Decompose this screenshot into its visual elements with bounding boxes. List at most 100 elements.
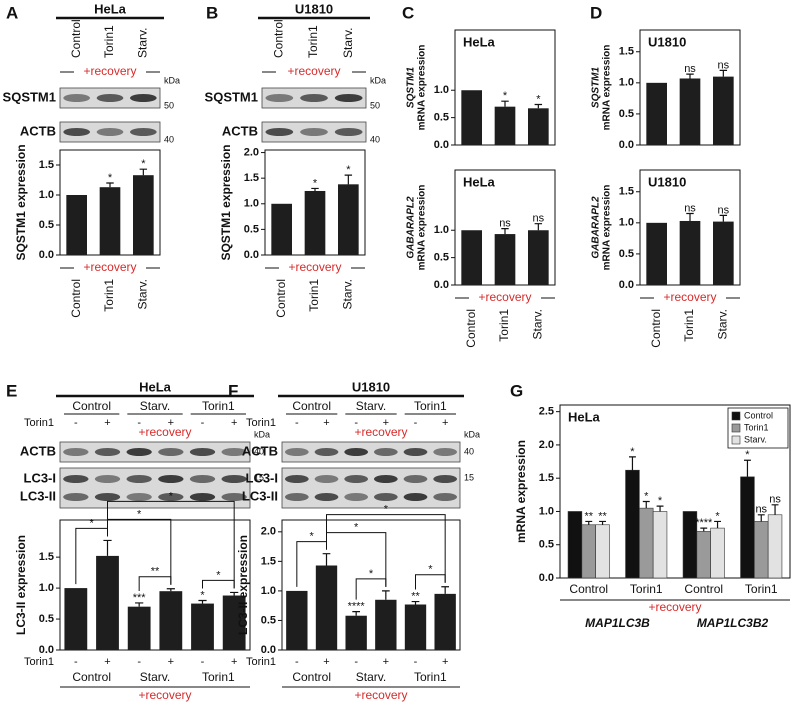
bar: [646, 222, 667, 285]
y-axis-label: LC3-II expression: [14, 535, 28, 635]
bar: [652, 511, 668, 579]
group-label: Torin1: [202, 670, 235, 684]
chart-title: HeLa: [568, 409, 601, 424]
significance: ****: [348, 600, 366, 612]
group-label: Torin1: [414, 399, 447, 413]
error-bar: [139, 168, 148, 176]
significance: ns: [684, 202, 696, 214]
panel-letter: B: [206, 3, 218, 22]
bar: [494, 234, 516, 285]
y-tick-label: 1.5: [39, 551, 54, 563]
blot-band: [158, 493, 184, 501]
x-tick-label: -: [354, 656, 358, 668]
blot-band: [189, 448, 216, 456]
band-label: LC3-I: [246, 470, 279, 485]
bar: [315, 565, 338, 650]
blot-band: [96, 128, 124, 136]
y-tick-label: 2.5: [539, 406, 554, 418]
band-label: ACTB: [20, 123, 56, 138]
bar: [740, 476, 755, 579]
band-label: SQSTM1: [3, 89, 56, 104]
group-label: MAP1LC3B2: [697, 616, 769, 630]
treatment-label: Torin1: [246, 656, 276, 668]
blot-band: [314, 493, 339, 501]
band-label: ACTB: [222, 123, 258, 138]
band-label: LC3-I: [24, 470, 57, 485]
error-bar: [599, 520, 606, 525]
blot-band: [373, 475, 398, 483]
recovery-label: +recovery: [138, 688, 191, 702]
sign-label: -: [137, 417, 141, 429]
blot-title: HeLa: [139, 379, 172, 394]
error-bar: [686, 73, 694, 79]
error-bar: [381, 590, 390, 600]
group-label: Control: [292, 399, 331, 413]
significance: ***: [133, 592, 147, 604]
y-tick-label: 1.0: [434, 224, 449, 236]
error-bar: [135, 602, 144, 607]
significance: **: [411, 590, 420, 602]
sign-label: -: [74, 417, 78, 429]
bar: [710, 527, 725, 579]
error-bar: [352, 610, 361, 616]
error-bar: [719, 214, 728, 222]
error-bar: [501, 227, 509, 235]
chart-title: HeLa: [463, 34, 496, 49]
recovery-label: +recovery: [138, 425, 191, 439]
error-bar: [166, 588, 175, 592]
comparison-label: *: [354, 522, 359, 534]
error-bar: [642, 500, 650, 509]
error-bar: [230, 591, 239, 596]
significance: ns: [755, 504, 767, 516]
x-tick-label: Torin1: [497, 309, 511, 342]
blot-band: [284, 448, 309, 456]
treatment-label: Torin1: [24, 417, 54, 429]
y-tick-label: 0.0: [39, 644, 54, 656]
x-tick-label: Starv.: [716, 309, 730, 339]
group-label: Starv.: [356, 670, 386, 684]
bar: [713, 221, 734, 285]
bar: [191, 603, 214, 650]
band-label: ACTB: [20, 443, 56, 458]
blot-strip: [59, 467, 251, 509]
bar: [99, 187, 121, 255]
x-tick-label: +: [104, 656, 110, 668]
x-tick-label: Torin1: [682, 309, 696, 342]
y-tick-label: 0.0: [619, 279, 634, 291]
x-tick-label: +: [383, 656, 389, 668]
y-tick-label: 0.5: [619, 248, 634, 260]
bar: [271, 203, 292, 255]
y-axis-label: LC3-II expression: [236, 535, 250, 635]
bar: [338, 184, 359, 255]
bar: [375, 599, 397, 650]
group-label: Starv.: [140, 399, 170, 413]
blot-band: [126, 475, 152, 483]
recovery-label: +recovery: [648, 600, 701, 614]
lane-label: Torin1: [306, 25, 320, 58]
x-tick-label: Control: [649, 309, 663, 348]
panel-letter: F: [228, 381, 238, 400]
kda-marker: 40: [164, 134, 174, 144]
bar: [595, 524, 610, 579]
sign-label: +: [231, 417, 237, 429]
error-bar: [656, 505, 664, 512]
blot-band: [94, 493, 121, 501]
comparison-label: *: [428, 564, 433, 576]
plot-frame: [559, 404, 791, 579]
y-tick-label: 1.5: [261, 555, 276, 567]
sign-label: +: [168, 417, 174, 429]
comparison-label: *: [216, 569, 221, 581]
lane-label: Starv.: [136, 28, 150, 58]
blot-band: [403, 448, 428, 456]
comparison-bracket: [415, 574, 446, 590]
sign-label: +: [104, 417, 110, 429]
y-axis-gene: GABARAPL2: [591, 196, 602, 259]
error-bar: [585, 520, 593, 525]
error-bar: [441, 586, 450, 594]
bar: [625, 469, 640, 579]
group-label: Torin1: [202, 399, 235, 413]
bar: [222, 595, 246, 650]
error-bar: [198, 599, 207, 604]
x-tick-label: -: [295, 656, 299, 668]
comparison-label: *: [369, 568, 374, 580]
